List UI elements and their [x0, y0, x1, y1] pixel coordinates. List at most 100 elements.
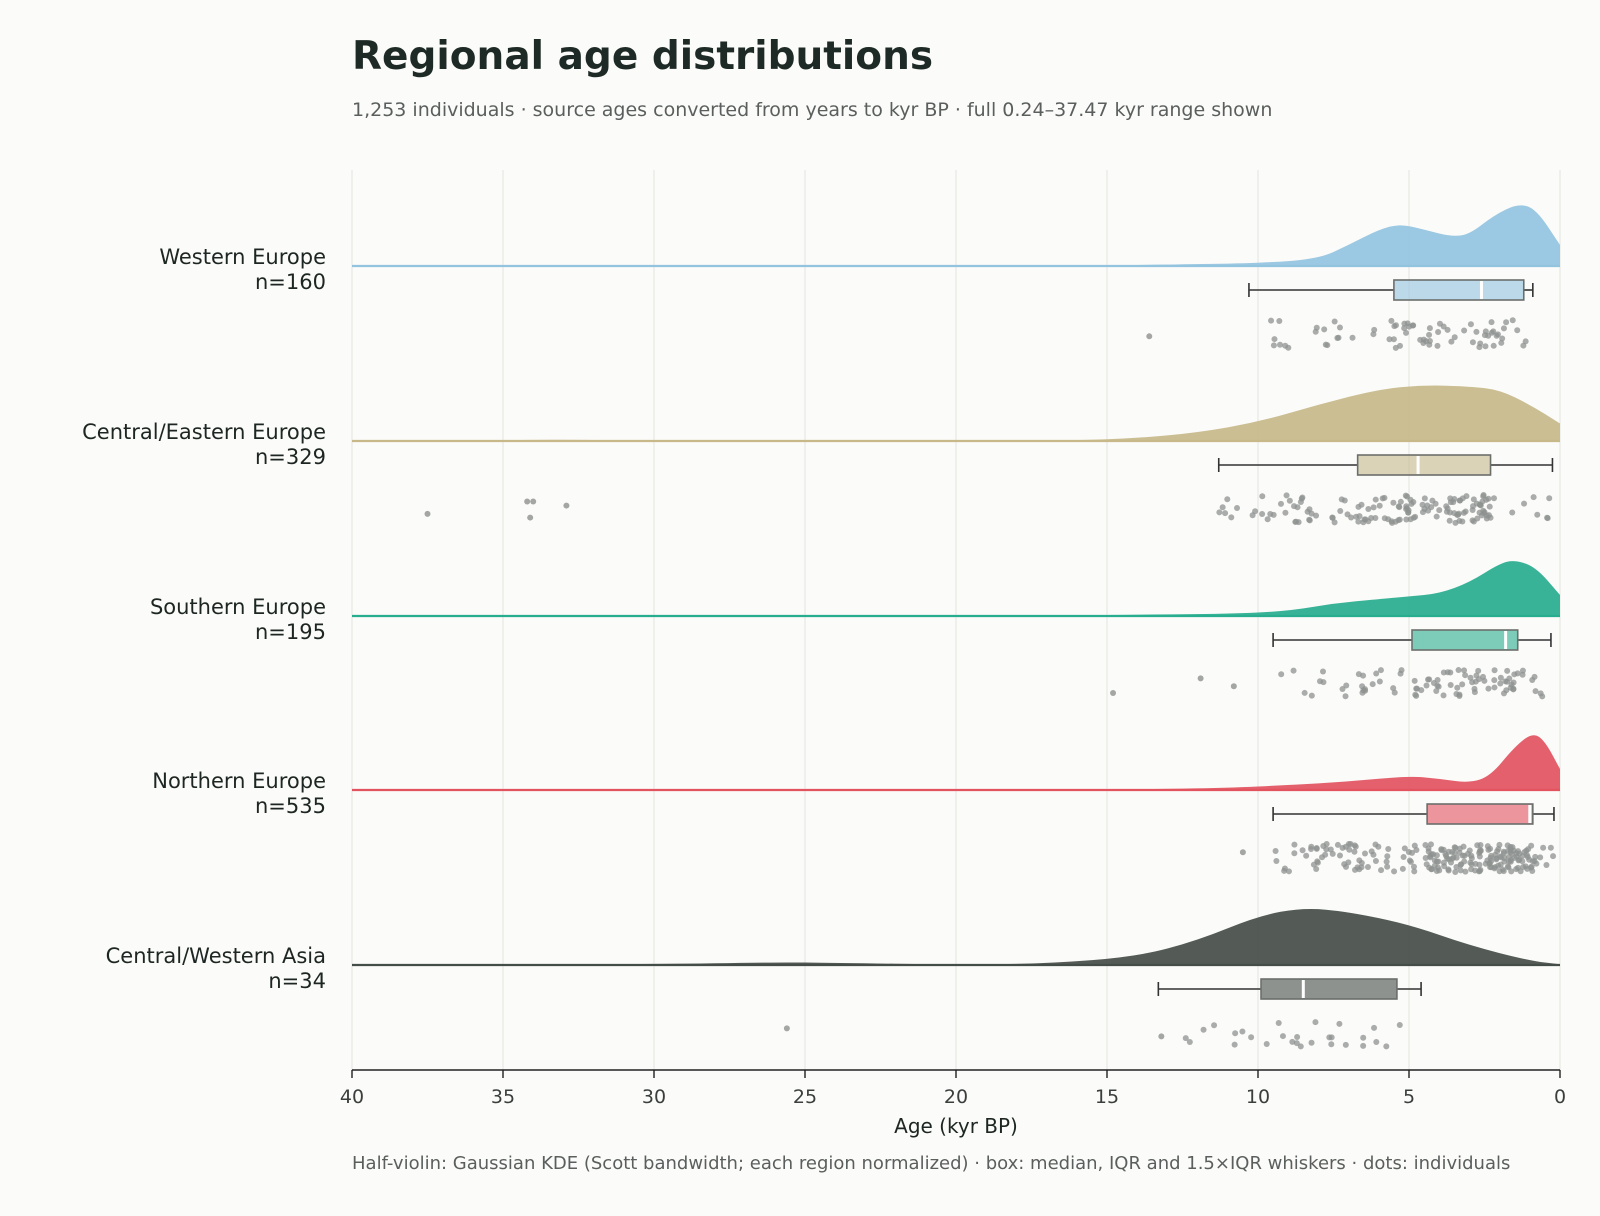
individual-dot [1282, 342, 1289, 349]
individual-dot [1441, 863, 1448, 870]
individual-dot [1351, 842, 1358, 849]
series-3 [352, 735, 1560, 875]
individual-dot [1422, 854, 1429, 861]
individual-dot [1216, 509, 1223, 516]
individual-dot [1324, 342, 1331, 349]
individual-dot [1446, 509, 1453, 516]
individual-dot [1370, 851, 1377, 858]
individual-dot [1419, 501, 1426, 508]
individual-dot [1291, 841, 1298, 848]
individual-dot [1341, 861, 1348, 868]
individual-dot [1276, 318, 1283, 325]
outlier-dot [524, 498, 531, 505]
individual-dot [1440, 692, 1447, 699]
individual-dot [1491, 667, 1498, 674]
individual-dot [1343, 682, 1350, 689]
individual-dot [1488, 319, 1495, 326]
individual-dot [1232, 1030, 1239, 1037]
individual-dot [1381, 494, 1388, 501]
individual-dot [1423, 682, 1430, 689]
individual-dot [1376, 678, 1383, 685]
outlier-dot [530, 498, 537, 505]
x-tick-label: 30 [642, 1086, 666, 1108]
individual-dot [1186, 1038, 1193, 1045]
individual-dot [1285, 868, 1292, 875]
region-n-label: n=535 [255, 794, 326, 818]
individual-dot [1386, 336, 1393, 343]
individual-dot [1519, 858, 1526, 865]
individual-dot [1271, 336, 1278, 343]
individual-dot [1475, 676, 1482, 683]
iqr-box [1260, 978, 1398, 1000]
individual-dot [1282, 509, 1289, 516]
individual-dot [1328, 1041, 1335, 1048]
individual-dot [1405, 509, 1412, 516]
iqr-box [1426, 803, 1534, 825]
individual-dot [1433, 687, 1440, 694]
individual-dot [1272, 848, 1279, 855]
individual-dot [1456, 845, 1463, 852]
individual-dot [1528, 842, 1535, 849]
individual-dot [1360, 672, 1367, 679]
individual-dot [1471, 689, 1478, 696]
individual-dot [1248, 1034, 1255, 1041]
individual-dot [1497, 680, 1504, 687]
individual-dot [1508, 868, 1515, 875]
individual-dot [1546, 495, 1553, 502]
outlier-dot [1230, 683, 1237, 690]
individual-dot [1279, 1033, 1286, 1040]
individual-dot [1411, 868, 1418, 875]
individual-dot [1291, 850, 1298, 857]
individual-dot [1511, 671, 1518, 678]
individual-dot [1451, 334, 1458, 341]
individual-dot [1477, 847, 1484, 854]
x-ticks: 40 35 30 25 20 15 10 5 0 [340, 1070, 1566, 1108]
individual-dot [1476, 867, 1483, 874]
individual-dot [1297, 498, 1304, 505]
individual-dot [1491, 684, 1498, 691]
individual-dot [1239, 1028, 1246, 1035]
individual-dot [1370, 331, 1377, 338]
region-label: Southern Europe [150, 595, 326, 619]
individual-dot [1474, 842, 1481, 849]
region-n-label: n=34 [268, 969, 326, 993]
individual-dot [1428, 851, 1435, 858]
individual-dot [1472, 860, 1479, 867]
density-curve [352, 909, 1560, 965]
individual-dot [1434, 342, 1441, 349]
individual-dot [1336, 324, 1343, 331]
individual-dot [1351, 848, 1358, 855]
individual-dot [1373, 1038, 1380, 1045]
individual-dot [1477, 502, 1484, 509]
individual-dot [1425, 676, 1432, 683]
density-curve [352, 205, 1560, 266]
individual-dot [1500, 848, 1507, 855]
individual-dot [1473, 328, 1480, 335]
individual-dot [1342, 1041, 1349, 1048]
outlier-dot [1239, 849, 1246, 856]
individual-dot [1294, 504, 1301, 511]
individual-dot [1390, 336, 1397, 343]
individual-dot [1455, 667, 1462, 674]
x-tick-label: 10 [1246, 1086, 1270, 1108]
individual-dot [1297, 1043, 1304, 1050]
individual-dot [1336, 852, 1343, 859]
individual-dot [1493, 856, 1500, 863]
individual-dot [1388, 317, 1395, 324]
individual-dot [1263, 1041, 1270, 1048]
individual-dot [1444, 669, 1451, 676]
individual-dot [1356, 866, 1363, 873]
individual-dot [1406, 857, 1413, 864]
individual-dot [1514, 327, 1521, 334]
individual-dot [1427, 841, 1434, 848]
individual-dot [1383, 858, 1390, 865]
individual-dot [1376, 502, 1383, 509]
individual-dot [1483, 496, 1490, 503]
individual-dot [1534, 511, 1541, 518]
individual-dot [1328, 1034, 1335, 1041]
individual-dot [1462, 672, 1469, 679]
individual-dot [1358, 860, 1365, 867]
individual-dot [1443, 503, 1450, 510]
series-0 [352, 205, 1560, 351]
individual-dot [1519, 667, 1526, 674]
